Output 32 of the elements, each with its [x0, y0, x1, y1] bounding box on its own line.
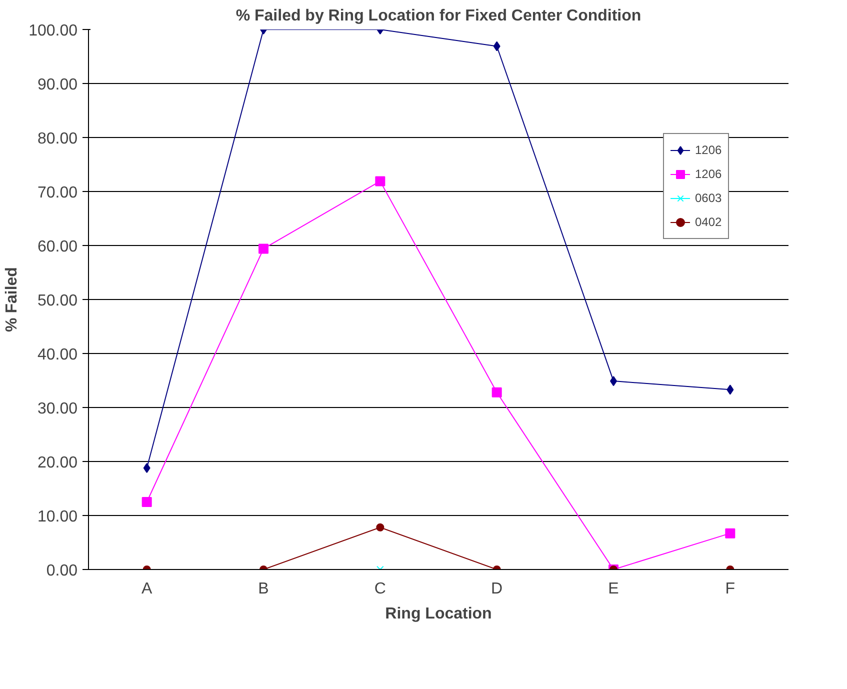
- y-tick-label: 100.00: [28, 22, 78, 40]
- x-tick-label: D: [491, 580, 503, 598]
- y-tick-label: 10.00: [37, 508, 78, 526]
- y-tick-label: 40.00: [37, 346, 78, 364]
- point: [258, 244, 268, 254]
- point: [725, 528, 736, 538]
- point: [142, 497, 152, 507]
- legend-label: 0402: [695, 215, 722, 229]
- x-axis-title: Ring Location: [385, 606, 492, 622]
- y-tick-label: 60.00: [37, 238, 78, 256]
- point: [143, 462, 150, 473]
- y-tick-label: 20.00: [37, 454, 78, 472]
- x-tick-label: A: [141, 580, 152, 598]
- y-tick-label: 80.00: [37, 130, 78, 148]
- x-tick-label: F: [725, 580, 736, 598]
- y-tick-label: 30.00: [37, 400, 78, 418]
- point: [492, 387, 502, 398]
- x-tick-label: B: [258, 580, 269, 598]
- legend-label: 1206: [695, 167, 722, 181]
- legend-label: 1206: [695, 143, 722, 157]
- y-tick-label: 50.00: [37, 292, 78, 310]
- x-tick-label: E: [608, 580, 619, 598]
- point: [726, 384, 734, 395]
- y-axis-title: % Failed: [4, 267, 21, 332]
- legend-label: 0603: [695, 191, 722, 205]
- y-tick-label: 0.00: [46, 562, 78, 580]
- point: [376, 523, 384, 532]
- x-tick-label: C: [374, 580, 386, 598]
- y-tick-label: 70.00: [37, 184, 78, 202]
- y-tick-label: 90.00: [37, 76, 78, 94]
- chart-title: % Failed by Ring Location for Fixed Center Condition: [236, 8, 642, 24]
- point: [375, 176, 386, 186]
